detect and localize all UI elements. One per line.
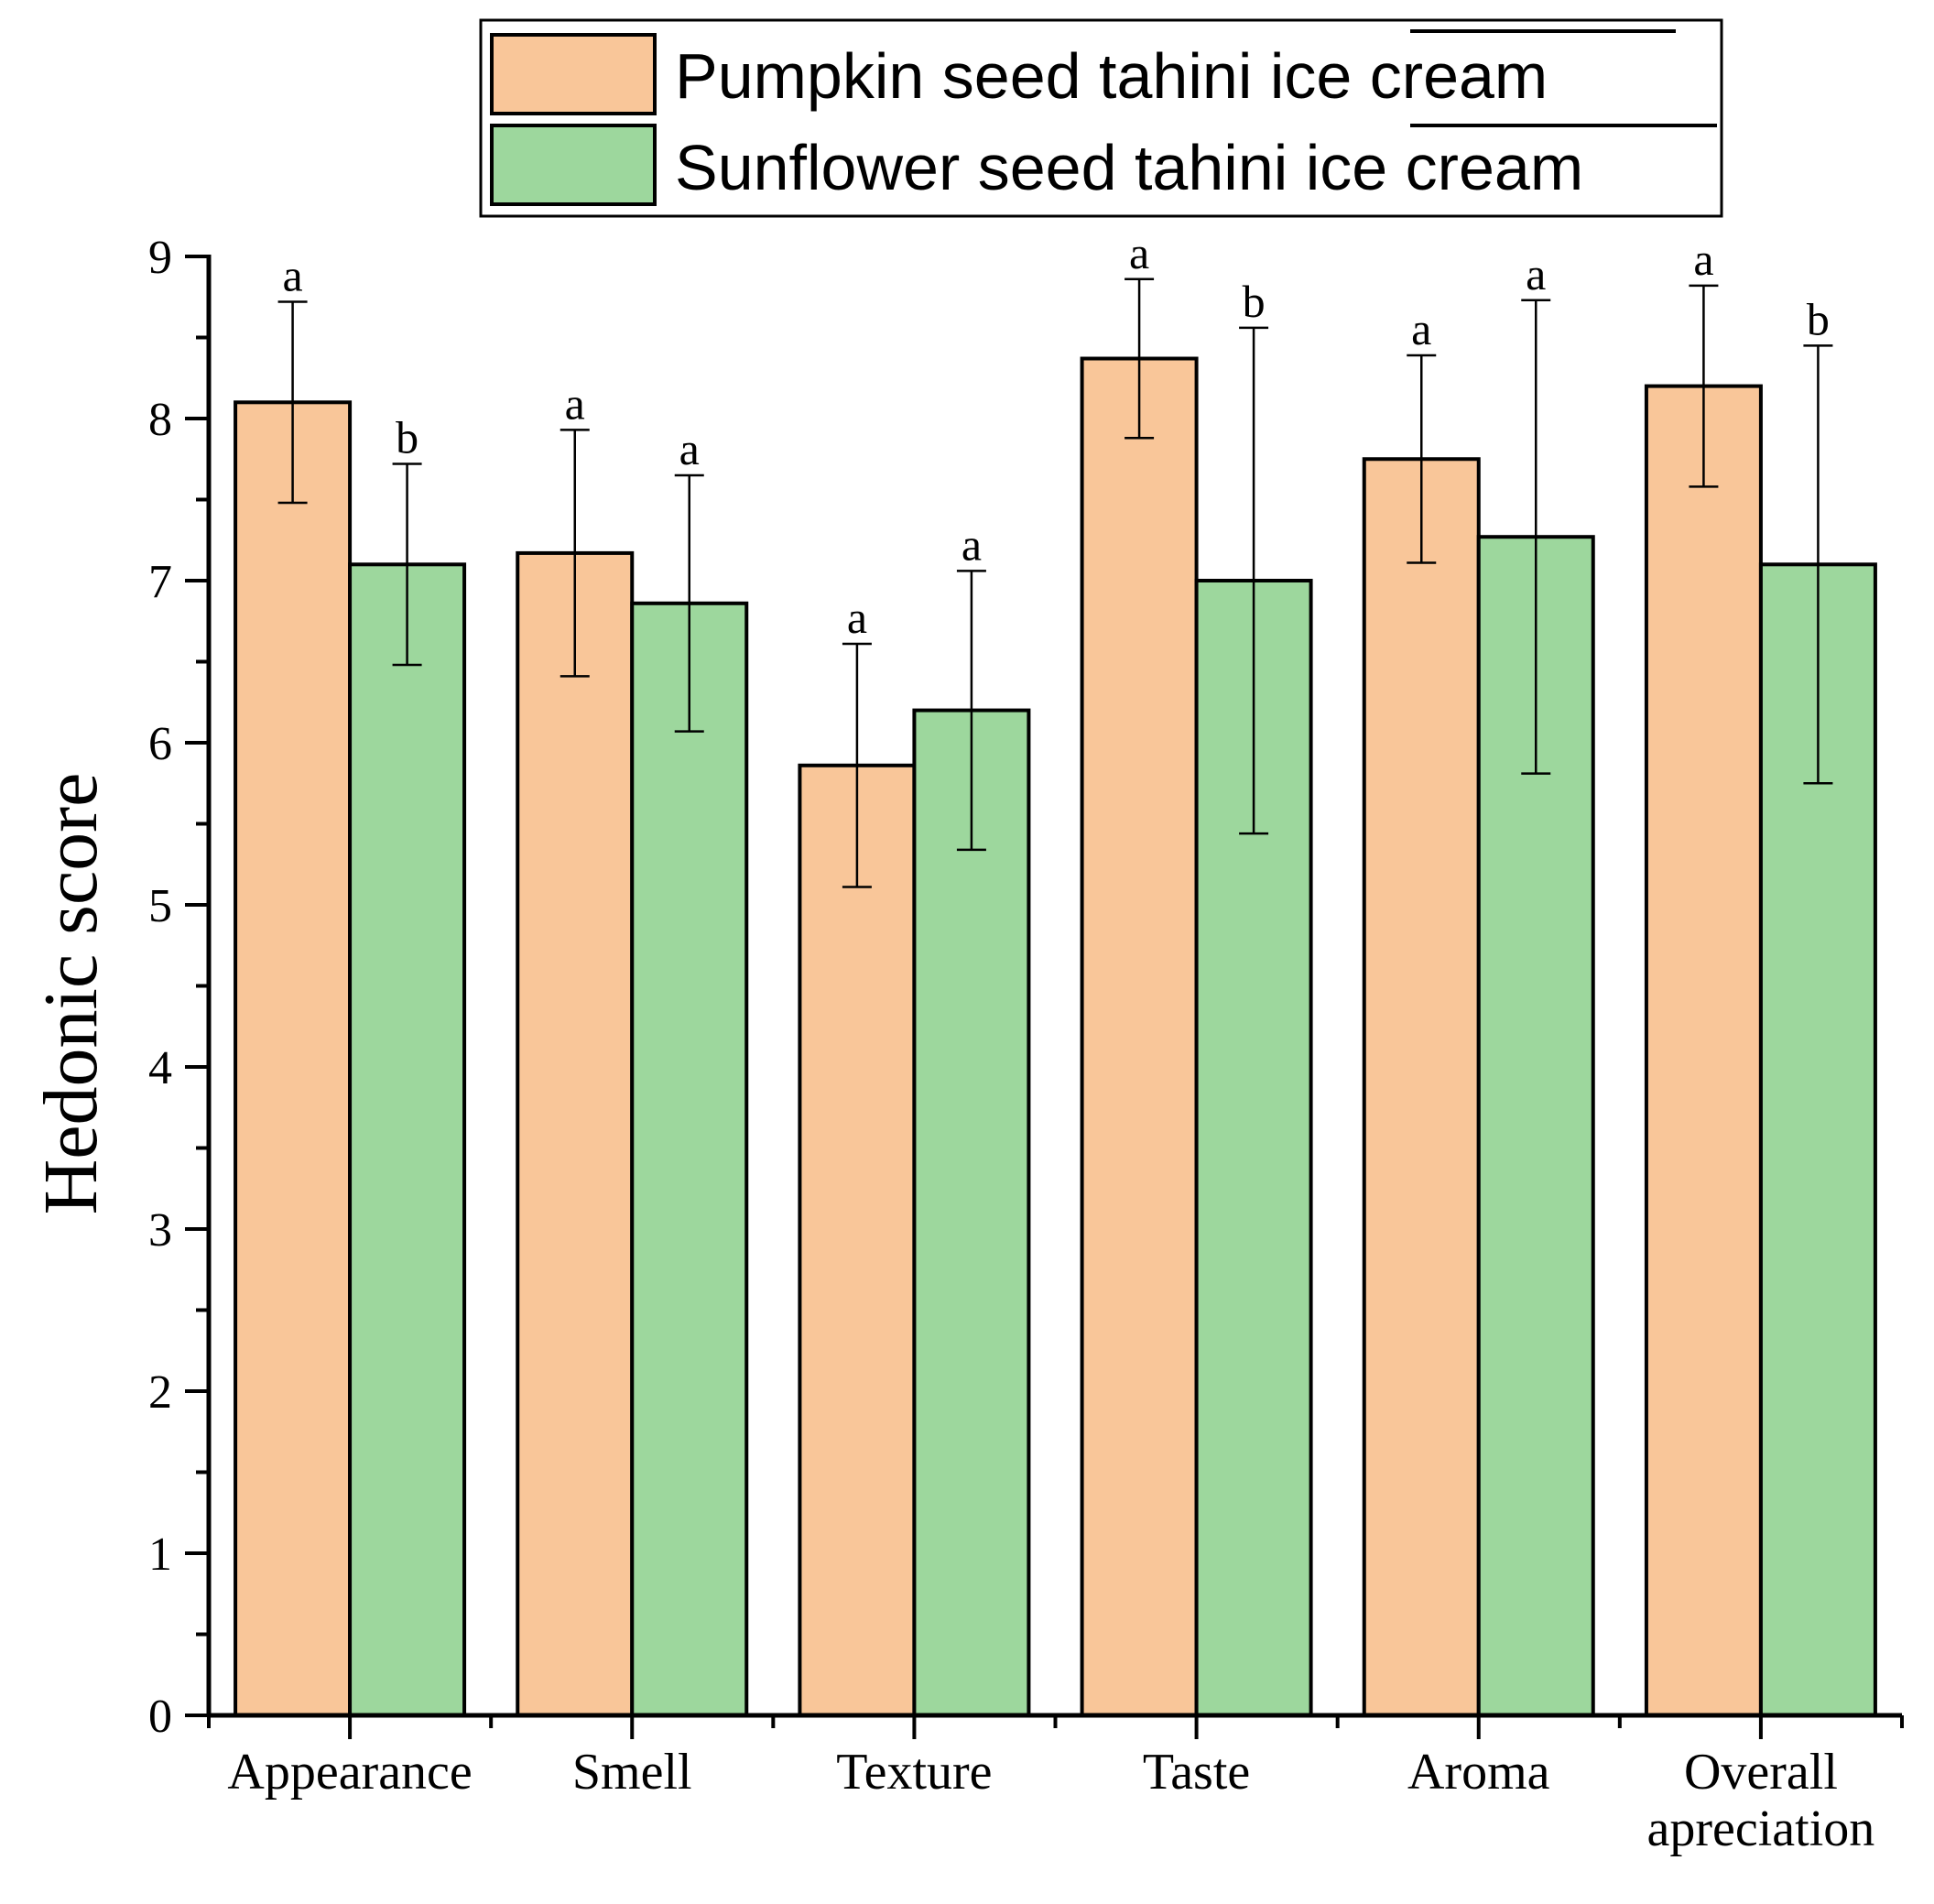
bar <box>1080 356 1199 1717</box>
legend: Pumpkin seed tahini ice cream Sunflower … <box>479 18 1723 218</box>
x-tick-label: Aroma <box>1407 1744 1550 1801</box>
bar <box>516 550 635 1717</box>
bar <box>234 400 353 1717</box>
legend-swatch-pumpkin <box>490 33 657 115</box>
y-axis-title: Hedonic score <box>28 773 114 1215</box>
significance-label: b <box>1807 293 1830 344</box>
significance-label: a <box>1411 303 1431 354</box>
y-tick-label: 1 <box>148 1529 172 1581</box>
y-tick-label: 6 <box>148 718 172 770</box>
legend-label-sunflower: Sunflower seed tahini ice cream <box>675 132 1583 203</box>
x-tick-label: Taste <box>1143 1744 1250 1801</box>
y-tick-label: 3 <box>148 1204 172 1257</box>
y-tick-label: 9 <box>148 232 172 284</box>
legend-swatch-sunflower <box>490 124 657 206</box>
x-tick-label: Smell <box>572 1744 692 1801</box>
y-tick-label: 7 <box>148 556 172 608</box>
bar <box>630 601 749 1717</box>
significance-label: a <box>1693 234 1713 285</box>
x-tick-label: Texture <box>836 1744 992 1801</box>
significance-label: a <box>565 377 585 429</box>
y-tick-label: 2 <box>148 1366 172 1419</box>
significance-label: b <box>1243 276 1266 327</box>
bars <box>234 356 1877 1718</box>
y-tick-label: 0 <box>148 1691 172 1743</box>
y-tick-label: 5 <box>148 880 172 932</box>
y-tick-label: 8 <box>148 394 172 446</box>
bar <box>1644 384 1763 1718</box>
bar <box>912 708 1031 1717</box>
x-tick-label: Appearance <box>227 1744 472 1801</box>
significance-label: a <box>679 423 700 474</box>
significance-label: b <box>396 412 418 463</box>
bar <box>1362 457 1481 1717</box>
y-tick-label: 4 <box>148 1042 172 1094</box>
significance-label: a <box>282 250 302 301</box>
significance-label: a <box>1129 227 1149 278</box>
legend-label-pumpkin: Pumpkin seed tahini ice cream <box>675 40 1548 112</box>
significance-label: a <box>1526 248 1546 299</box>
significance-label: a <box>847 592 867 643</box>
error-bars: a b a a a a a b a a a b <box>277 227 1833 888</box>
axes: 0 1 2 3 4 5 6 7 8 9 Appearance Smell Texture Taste Aro… <box>148 232 1904 1857</box>
significance-label: a <box>962 518 982 570</box>
legend-frame <box>479 18 1723 218</box>
bar <box>348 562 467 1717</box>
bar <box>798 763 917 1717</box>
x-tick-label: Overall apreciation <box>1647 1744 1875 1857</box>
